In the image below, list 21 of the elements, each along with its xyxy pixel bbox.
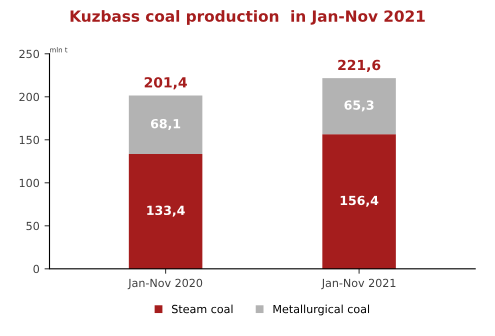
data-label: 65,3	[344, 100, 374, 112]
bar	[128, 154, 202, 269]
y-tick-label: 150	[20, 136, 40, 144]
data-label: 156,4	[340, 196, 378, 207]
y-tick-label: 200	[19, 92, 40, 102]
y-tick-label: 0	[33, 264, 40, 274]
total-label: 201,4	[144, 77, 187, 90]
bar	[128, 95, 202, 154]
total-label: 221,6	[338, 60, 380, 72]
legend-label: Steam coal	[172, 304, 232, 314]
data-label: 68,1	[150, 118, 180, 130]
y-tick-label: 100	[20, 178, 40, 188]
bar	[322, 134, 396, 269]
chart-title: Kuzbass coal production in Jan-Nov 2021	[70, 10, 425, 25]
y-tick-label: 250	[19, 50, 40, 58]
x-tick-label: Jan-Nov 2020	[128, 278, 202, 290]
legend-label: Metallurgical coal	[273, 304, 370, 316]
bar	[322, 78, 396, 134]
x-tick-label: Jan-Nov 2021	[321, 278, 396, 290]
data-label: 133,4	[147, 206, 185, 217]
y-tick-label: 50	[26, 222, 40, 230]
